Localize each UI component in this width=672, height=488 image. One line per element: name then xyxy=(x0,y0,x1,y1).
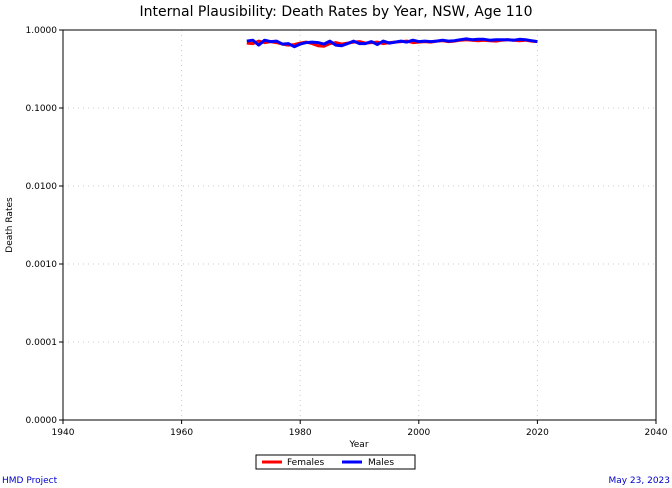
y-axis: 0.0000 0.0001 0.0010 0.0100 0.1000 1.0000 xyxy=(26,26,63,426)
series-group xyxy=(246,37,538,49)
x-tick-label: 1980 xyxy=(289,428,312,438)
legend-label-females: Females xyxy=(287,458,325,468)
plot-area xyxy=(62,29,657,421)
y-tick-label: 0.0000 xyxy=(26,416,58,426)
y-tick-label: 1.0000 xyxy=(26,26,58,36)
legend-label-males: Males xyxy=(368,458,394,468)
x-axis-label: Year xyxy=(348,440,368,450)
grid xyxy=(63,30,656,420)
x-tick-label: 1960 xyxy=(170,428,193,438)
x-tick-label: 1940 xyxy=(52,428,75,438)
footer-date: May 23, 2023 xyxy=(608,476,670,486)
series-line-males xyxy=(246,37,538,49)
chart-title: Internal Plausibility: Death Rates by Ye… xyxy=(140,4,533,20)
x-tick-label: 2040 xyxy=(645,428,668,438)
x-tick-label: 2020 xyxy=(526,428,549,438)
footer-source: HMD Project xyxy=(2,476,58,486)
x-axis: 1940 1960 1980 2000 2020 2040 xyxy=(52,420,668,438)
legend-box xyxy=(255,454,416,470)
x-tick-label: 2000 xyxy=(407,428,430,438)
y-tick-label: 0.0010 xyxy=(26,260,58,270)
y-tick-label: 0.0001 xyxy=(26,338,58,348)
y-tick-label: 0.0100 xyxy=(26,182,58,192)
y-tick-label: 0.1000 xyxy=(26,104,58,114)
y-axis-label: Death Rates xyxy=(5,197,15,253)
legend: Females Males xyxy=(255,454,416,470)
